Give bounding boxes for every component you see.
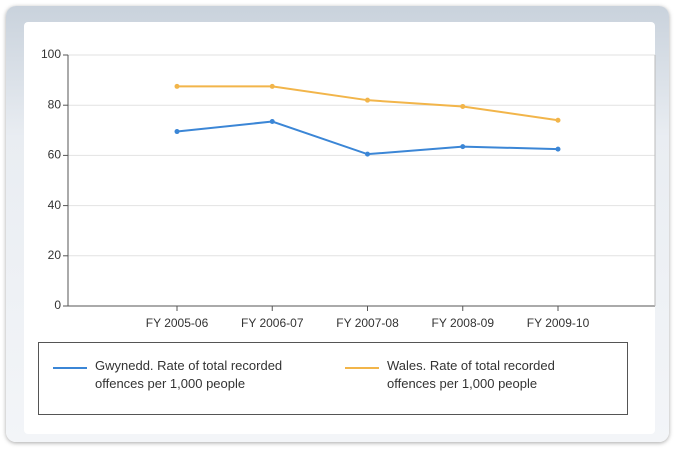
legend-entry: Gwynedd. Rate of total recorded offences…	[45, 357, 305, 393]
point	[555, 146, 561, 152]
point	[269, 83, 275, 89]
point	[174, 129, 180, 135]
x-tick-label: FY 2009-10	[527, 316, 590, 330]
x-tick-label: FY 2006-07	[241, 316, 304, 330]
x-tick-label: FY 2008-09	[432, 316, 495, 330]
legend-label: Gwynedd. Rate of total recorded offences…	[95, 358, 283, 391]
x-tick-label: FY 2007-08	[336, 316, 399, 330]
series-line	[177, 85, 559, 122]
y-tick-label: 60	[48, 148, 62, 162]
y-tick-label: 20	[48, 248, 62, 262]
point	[365, 151, 370, 157]
point	[460, 103, 466, 109]
point	[555, 117, 561, 123]
point	[365, 97, 370, 103]
y-tick-label: 0	[54, 298, 61, 312]
y-tick-label: 80	[48, 97, 62, 111]
series-line	[176, 120, 559, 156]
y-tick-label: 40	[48, 198, 62, 212]
point	[174, 83, 180, 89]
point	[269, 119, 275, 125]
legend-entry: Wales. Rate of total recorded offences p…	[337, 357, 597, 393]
point	[460, 144, 466, 150]
legend-label: Wales. Rate of total recorded offences p…	[387, 358, 555, 391]
legend-swatch	[53, 367, 87, 369]
x-tick-label: FY 2005-06	[146, 316, 209, 330]
legend-swatch	[345, 367, 379, 369]
y-tick-label: 100	[41, 47, 61, 61]
legend: Gwynedd. Rate of total recorded offences…	[38, 342, 628, 415]
